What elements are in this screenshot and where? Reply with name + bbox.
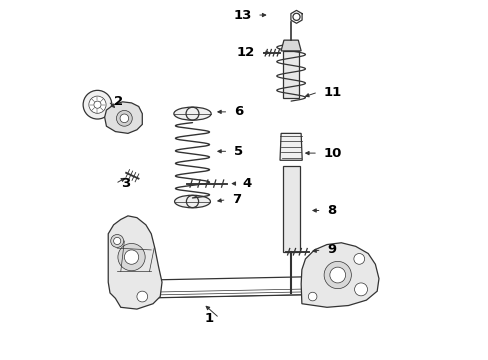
Circle shape [353, 253, 364, 264]
Text: 6: 6 [233, 105, 243, 118]
Circle shape [329, 267, 345, 283]
Text: 9: 9 [326, 243, 335, 256]
Circle shape [354, 283, 367, 296]
Polygon shape [281, 40, 301, 51]
Polygon shape [301, 243, 378, 307]
Circle shape [110, 234, 123, 247]
Circle shape [83, 90, 112, 119]
Circle shape [113, 237, 121, 244]
Polygon shape [108, 216, 162, 309]
Text: 8: 8 [326, 204, 336, 217]
Circle shape [308, 292, 316, 301]
Polygon shape [280, 134, 302, 160]
Circle shape [89, 96, 106, 113]
Circle shape [118, 243, 145, 271]
Circle shape [324, 261, 351, 289]
Text: 1: 1 [204, 311, 214, 325]
Polygon shape [282, 166, 299, 252]
Polygon shape [283, 51, 298, 98]
Circle shape [124, 250, 139, 264]
Text: 3: 3 [121, 177, 130, 190]
Text: 13: 13 [233, 9, 251, 22]
Circle shape [116, 111, 132, 126]
Circle shape [137, 291, 147, 302]
Circle shape [120, 114, 128, 123]
Circle shape [94, 101, 101, 108]
Polygon shape [104, 102, 142, 134]
Text: 4: 4 [242, 177, 251, 190]
Ellipse shape [174, 107, 211, 120]
Text: 2: 2 [113, 95, 122, 108]
Ellipse shape [174, 195, 210, 208]
Text: 5: 5 [233, 145, 243, 158]
Text: 10: 10 [323, 147, 341, 159]
Text: 7: 7 [231, 193, 241, 206]
Text: 11: 11 [323, 86, 341, 99]
Text: 12: 12 [237, 46, 255, 59]
